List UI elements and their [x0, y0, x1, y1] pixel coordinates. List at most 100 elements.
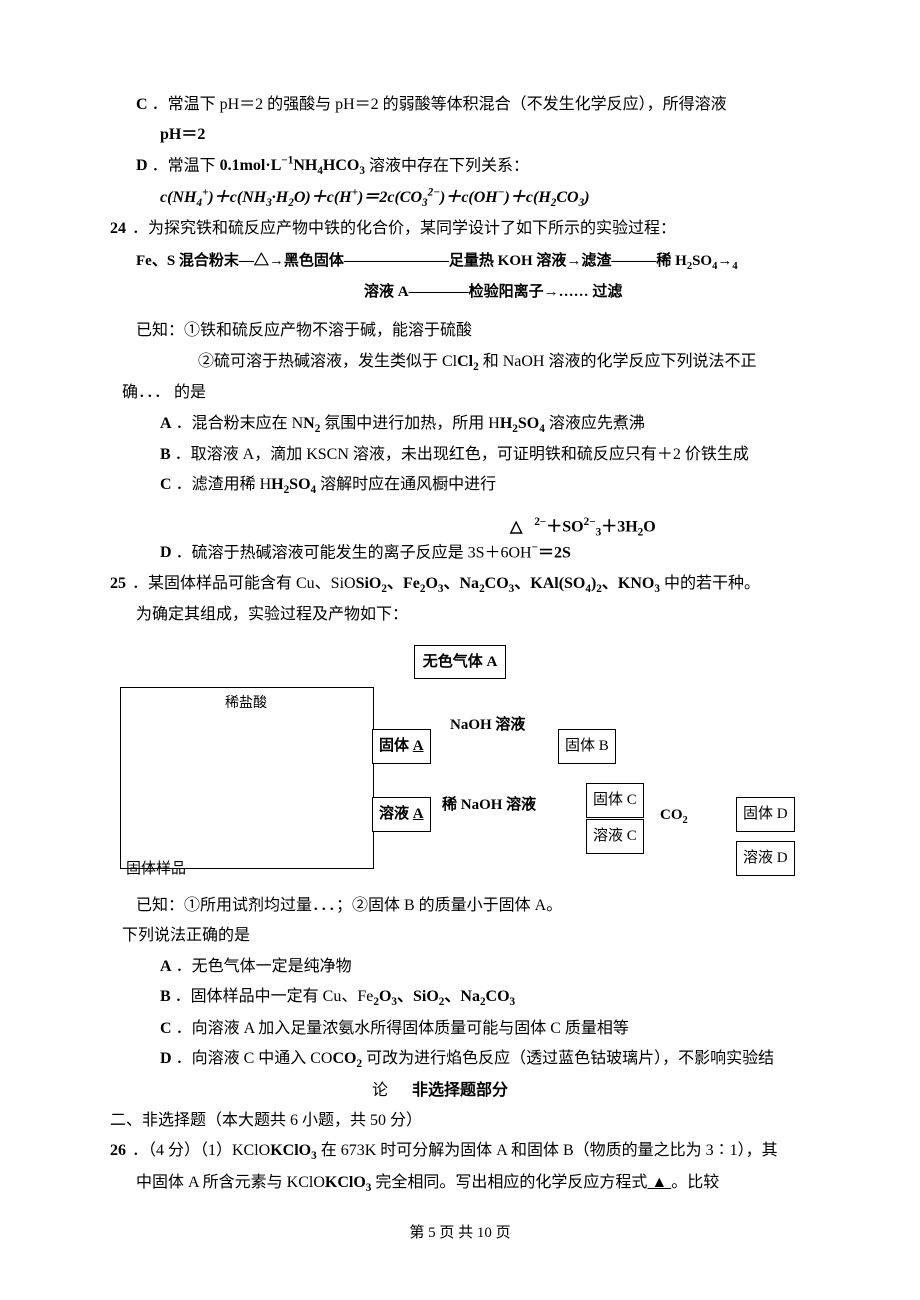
q-num: 25	[110, 569, 126, 600]
t: 氛围中进行加热，所用 H	[320, 415, 500, 432]
box-solid-a: 固体 A	[372, 729, 431, 764]
t: ．某固体样品可能含有 Cu、SiO	[132, 575, 356, 592]
q24-known3: 确．．． 的是	[110, 378, 810, 408]
opt-text: ．常温下 pH＝2 的强酸与 pH＝2 的弱酸等体积混合（不发生化学反应），所得…	[152, 90, 727, 120]
t: ．向溶液 A 加入足量浓氨水所得固体质量可能与固体 C 质量相等	[176, 1014, 629, 1044]
opt-label: D	[160, 538, 172, 569]
box-sol-a: 溶液 A	[372, 797, 431, 832]
q24-stem: 24 ．为探究铁和硫反应产物中铁的化合价，某同学设计了如下所示的实验过程：	[110, 214, 810, 244]
t: ＋3H	[601, 518, 637, 535]
t: 溶液中存在下列关系：	[365, 157, 529, 174]
q25-ask: 下列说法正确的是	[110, 921, 810, 951]
t: 、Na	[444, 988, 480, 1005]
section-title: 非选择题部分	[412, 1082, 508, 1099]
q24-option-a: A ．混合粉末应在 NN2 氛围中进行加热，所用 HH2SO4 溶液应先煮沸	[110, 409, 810, 440]
t: ．固体样品中一定有 Cu、Fe	[175, 988, 374, 1005]
opt-label: C	[160, 1014, 172, 1044]
q25-option-a: A ．无色气体一定是纯净物	[110, 952, 810, 982]
label-xnaoh: 稀 NaOH 溶液	[442, 791, 536, 820]
box-solid-b: 固体 B	[558, 729, 616, 764]
q25-option-c: C ．向溶液 A 加入足量浓氨水所得固体质量可能与固体 C 质量相等	[110, 1014, 810, 1044]
t: HCO	[323, 157, 359, 174]
t: 溶解时应在通风橱中进行	[316, 476, 496, 493]
q25-option-d: D ．向溶液 C 中通入 COCO2 可改为进行焰色反应（透过蓝色钴玻璃片），不…	[110, 1044, 810, 1075]
q23-option-c-cont: pH＝2	[110, 120, 810, 150]
t: 、Fe	[387, 575, 420, 592]
q25-gas-a-box: 无色气体 A	[110, 645, 810, 680]
q24-flow-line2: 溶液 A————检验阳离子→…… 过滤	[110, 278, 810, 307]
big-box-top-label: 稀盐酸	[120, 691, 372, 718]
t: 中的若干种。	[660, 575, 760, 592]
t: ②硫可溶于热碱溶液，发生类似于 Cl	[198, 353, 457, 370]
t: Fe、S 混合粉末—△→黑色固体———————足量热 KOH 溶液→滤渣———稀…	[136, 253, 687, 269]
t: CO	[485, 575, 509, 592]
opt-text: ．常温下 0.1mol·L−1NH4HCO3 溶液中存在下列关系：	[152, 151, 529, 183]
t: ＋SO	[546, 518, 583, 535]
label-co2: CO2	[660, 801, 688, 831]
tri-icon: △	[510, 518, 522, 535]
q23-d-equation: c(NH4+)＋c(NH3·H2O)＋c(H+)＝2c(CO32−)＋c(OH−…	[110, 183, 810, 215]
t: ．向溶液 C 中通入 CO	[176, 1050, 333, 1067]
t: ．混合粉末应在 N	[176, 415, 304, 432]
t: ．硫溶于热碱溶液可能发生的离子反应是 3S＋6OH	[176, 544, 532, 561]
opt-label: A	[160, 409, 172, 440]
t: 、KNO	[602, 575, 654, 592]
t: 可改为进行焰色反应（透过蓝色钴玻璃片），不影响实验结	[362, 1050, 774, 1067]
box-solid-d: 固体 D	[736, 797, 795, 832]
t: ．混合粉末应在 NN2 氛围中进行加热，所用 HH2SO4 溶液应先煮沸	[176, 409, 645, 440]
t: 完全相同。写出相应的化学反应方程式	[371, 1174, 647, 1191]
q25-d-tail-and-sec-title: 论 非选择题部分	[110, 1076, 810, 1106]
q24-option-c: C ．滤渣用稀 HH2SO4 溶解时应在通风橱中进行	[110, 470, 810, 501]
q25-known: 已知：①所用试剂均过量．．．；②固体 B 的质量小于固体 A。	[110, 891, 810, 921]
t: →	[717, 253, 732, 269]
t: 溶液应先煮沸	[545, 415, 645, 432]
opt-label: D	[136, 151, 148, 183]
t: 、KAl(SO	[514, 575, 585, 592]
opt-label: A	[160, 952, 172, 982]
answer-blank: ▲	[647, 1174, 671, 1191]
sup: 2−	[584, 516, 596, 528]
q23-option-c: C ．常温下 pH＝2 的强酸与 pH＝2 的弱酸等体积混合（不发生化学反应），…	[110, 90, 810, 120]
t: ＝2S	[538, 544, 571, 561]
q25-stem: 25 ．某固体样品可能含有 Cu、SiOSiO2、Fe2O3、Na2CO3、KA…	[110, 569, 810, 600]
t: 。比较	[671, 1174, 719, 1191]
q25-stem-line2: 为确定其组成，实验过程及产物如下：	[110, 600, 810, 630]
t: 中固体 A 所含元素与 KClO	[136, 1174, 325, 1191]
t: 和 NaOH 溶液的化学反应下列说法不正	[479, 353, 757, 370]
opt-label: D	[160, 1044, 172, 1075]
sub: 2	[284, 485, 290, 497]
q26-stem: 26 ．（4 分）（1）KClOKClO3 在 673K 时可分解为固体 A 和…	[110, 1136, 810, 1167]
box-solid-c: 固体 C	[586, 783, 644, 818]
stem-text: ．为探究铁和硫反应产物中铁的化合价，某同学设计了如下所示的实验过程：	[132, 214, 676, 244]
label-naoh: NaOH 溶液	[450, 711, 525, 740]
q24-flow-line1: Fe、S 混合粉末—△→黑色固体———————足量热 KOH 溶液→滤渣———稀…	[110, 245, 810, 278]
opt-label: B	[160, 440, 171, 470]
q-num: 24	[110, 214, 126, 244]
q23-option-d: D ．常温下 0.1mol·L−1NH4HCO3 溶液中存在下列关系：	[110, 151, 810, 183]
t: 、Na	[444, 575, 480, 592]
opt-label: B	[160, 982, 171, 1013]
t: ．（4 分）（1）KClOKClO3 在 673K 时可分解为固体 A 和固体 …	[132, 1136, 778, 1167]
t: ．滤渣用稀 HH2SO4 溶解时应在通风橱中进行	[176, 470, 497, 501]
t: CO	[486, 988, 510, 1005]
box-sol-c: 溶液 C	[586, 819, 644, 854]
t: O	[379, 988, 391, 1005]
t: ．滤渣用稀 H	[176, 476, 272, 493]
t: ．固体样品中一定有 Cu、Fe2O3、SiO2、Na2CO3	[175, 982, 515, 1013]
sub: 3	[510, 996, 516, 1008]
q24-option-b: B ．取溶液 A，滴加 KSCN 溶液，未出现红色，可证明铁和硫反应只有＋2 价…	[110, 440, 810, 470]
q25-flow-diagram: 稀盐酸 固体样品 固体 A 溶液 A NaOH 溶液 稀 NaOH 溶液 固体 …	[120, 687, 820, 887]
t: NH	[293, 157, 317, 174]
t: SO	[692, 253, 712, 269]
q26-line2: 中固体 A 所含元素与 KClOKClO3 完全相同。写出相应的化学反应方程式 …	[110, 1168, 810, 1199]
eq: c(NH4+)＋c(NH3·H2O)＋c(H+)＝2c(CO32−)＋c(OH−…	[160, 189, 590, 206]
opt-label: C	[160, 470, 172, 501]
t: 0.1mol·L	[220, 157, 282, 174]
t: O	[643, 518, 655, 535]
eq-float: △ 2−＋SO2−3＋3H2O	[510, 512, 656, 544]
t: O	[425, 575, 437, 592]
t: ．（4 分）（1）KClO	[132, 1142, 270, 1159]
t: ．常温下	[152, 157, 220, 174]
box-gas-a: 无色气体 A	[414, 645, 507, 680]
t: ．某固体样品可能含有 Cu、SiOSiO2、Fe2O3、Na2CO3、KAl(S…	[132, 569, 760, 600]
